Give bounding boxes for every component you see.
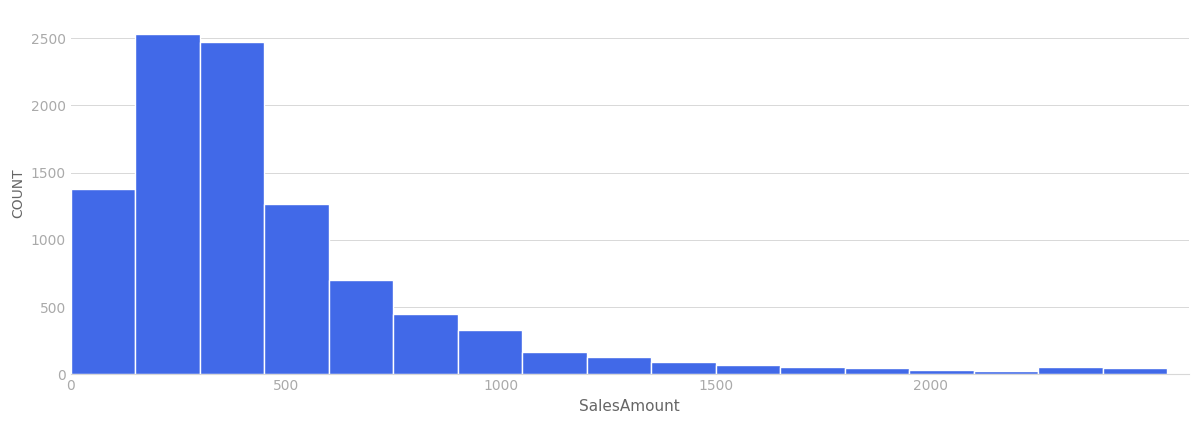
Bar xyxy=(587,357,652,374)
Bar xyxy=(780,367,845,374)
Bar xyxy=(199,42,264,374)
Bar xyxy=(715,365,780,374)
Bar xyxy=(1103,368,1168,374)
Bar xyxy=(1038,367,1103,374)
Bar xyxy=(457,330,522,374)
Bar xyxy=(264,204,329,374)
Y-axis label: COUNT: COUNT xyxy=(11,168,25,218)
Bar xyxy=(974,371,1038,374)
Bar xyxy=(394,314,457,374)
Bar xyxy=(329,280,394,374)
Bar xyxy=(652,363,715,374)
Bar xyxy=(522,351,587,374)
X-axis label: SalesAmount: SalesAmount xyxy=(580,399,680,414)
Bar xyxy=(910,370,974,374)
Bar xyxy=(845,368,910,374)
Bar xyxy=(136,34,199,374)
Bar xyxy=(71,189,136,374)
